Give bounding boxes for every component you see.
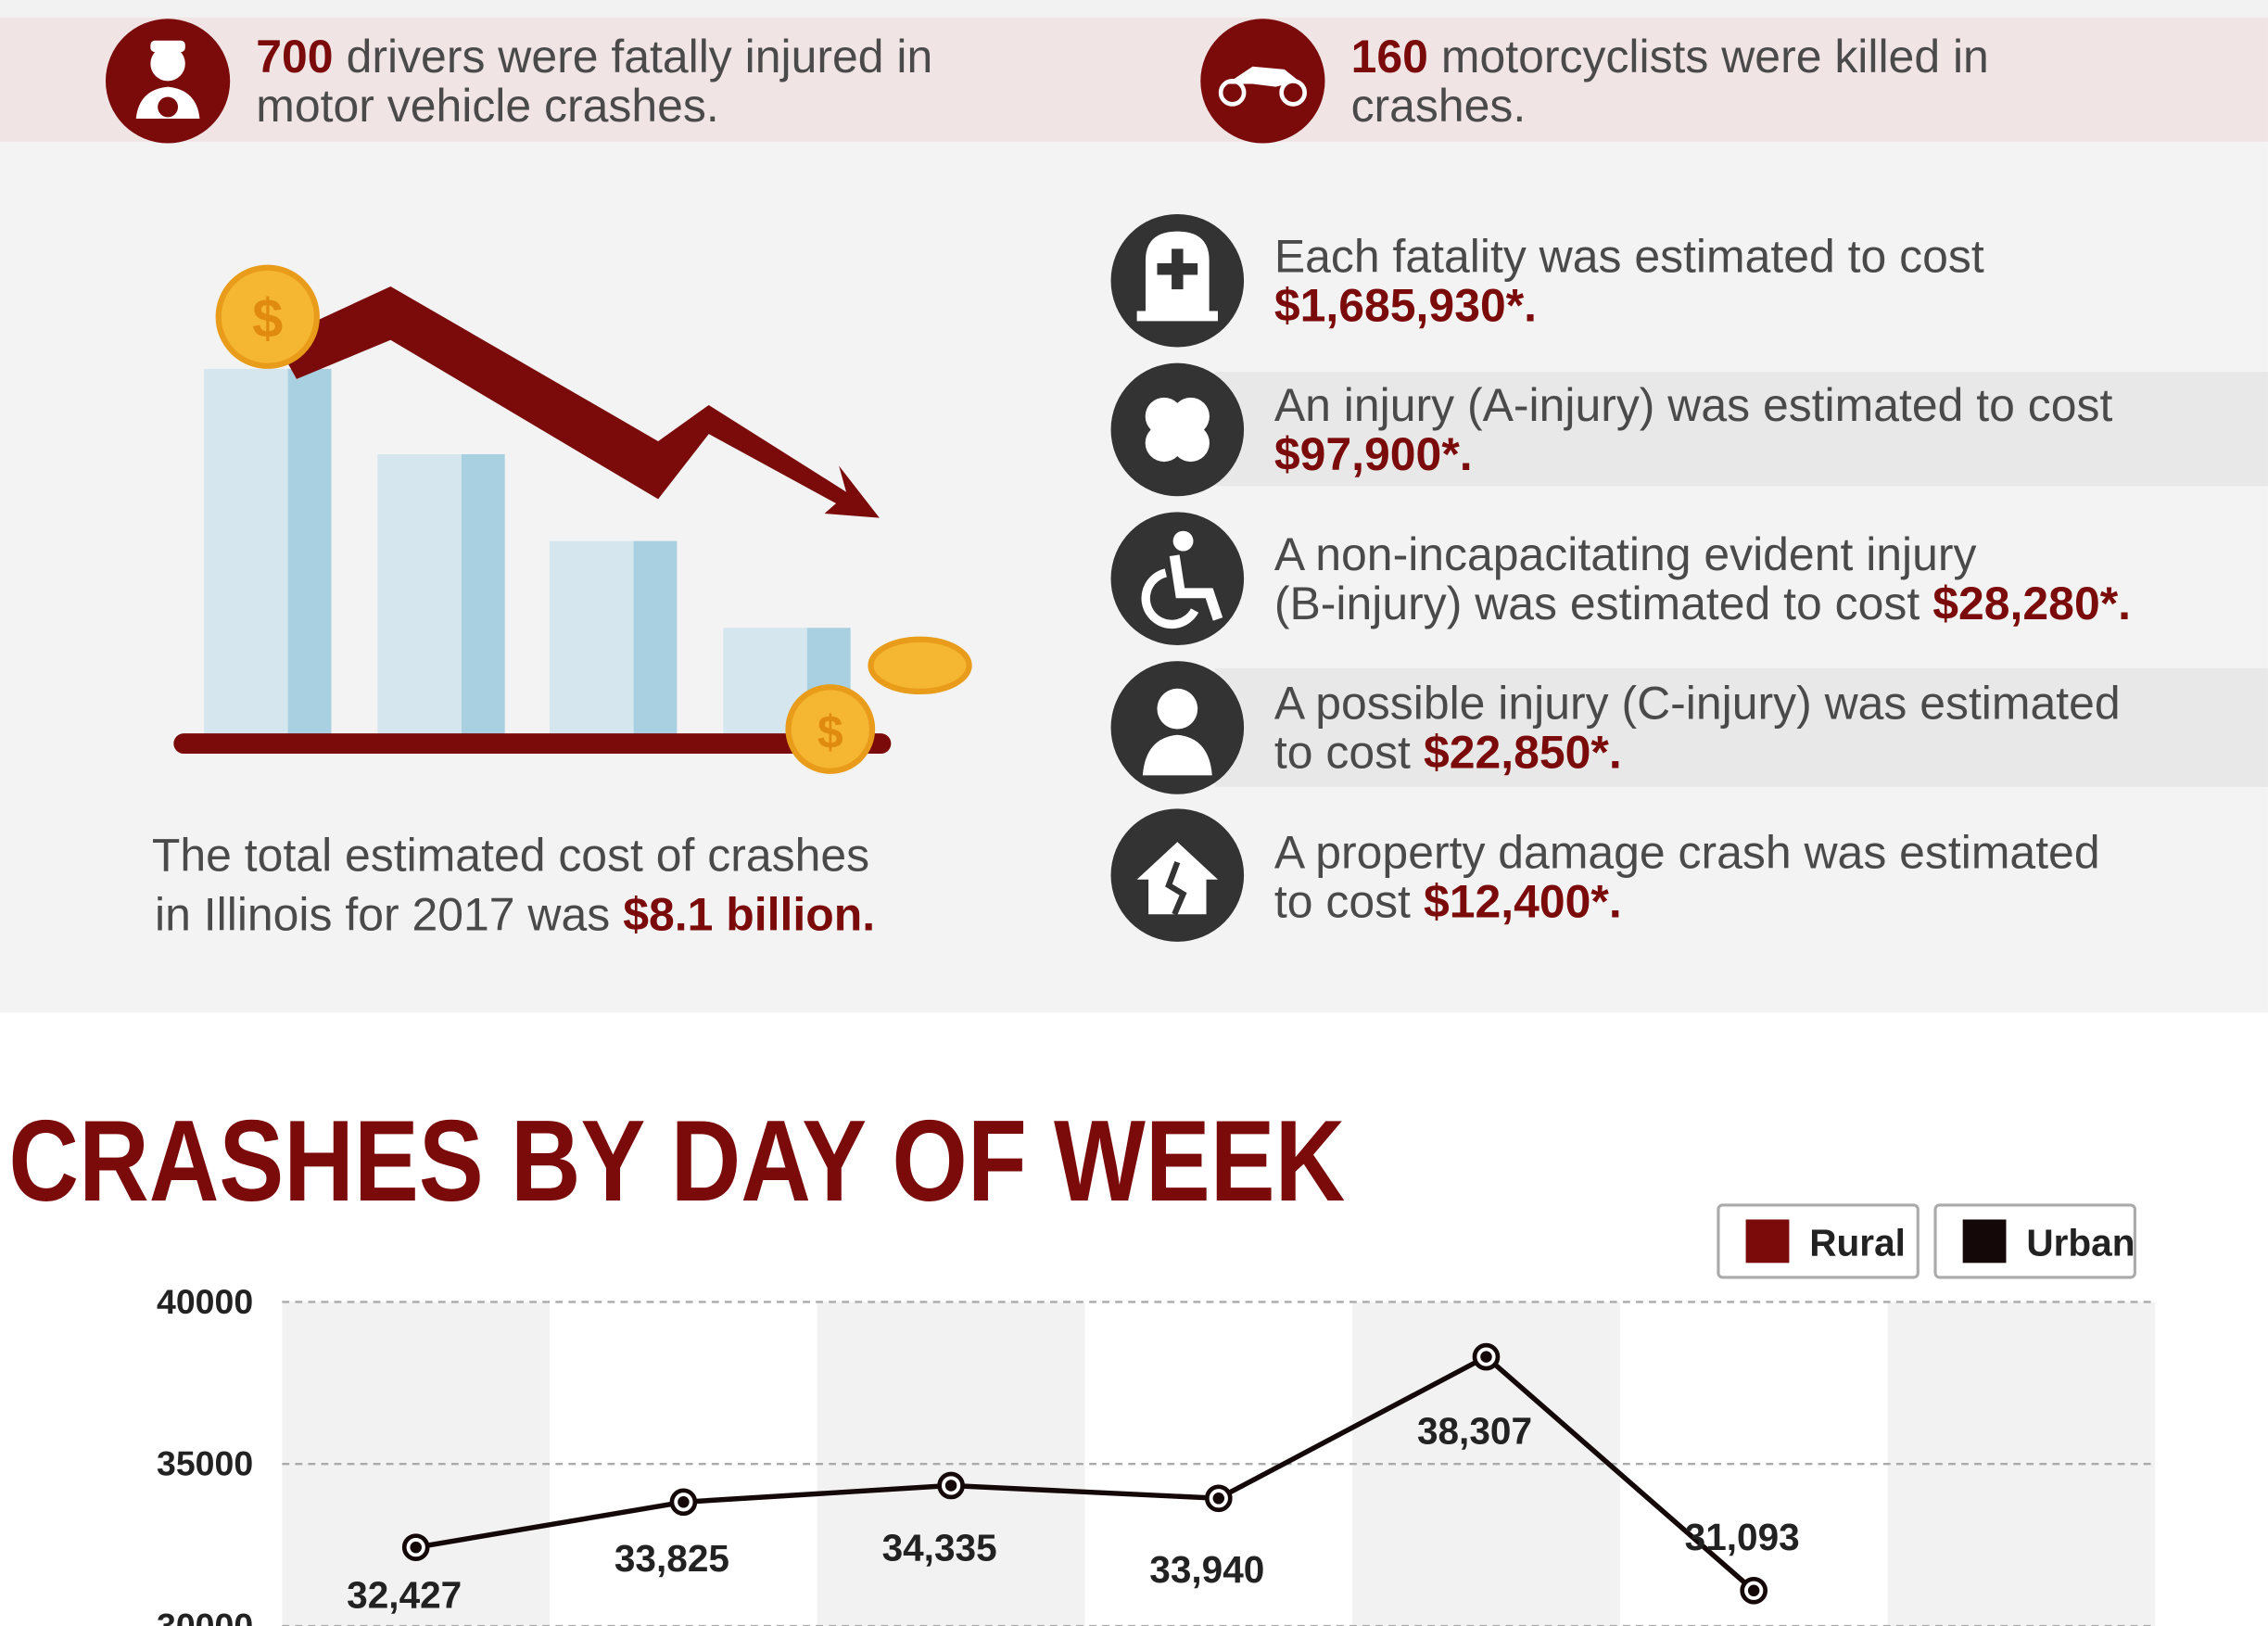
legend-label: Rural (1809, 1222, 1906, 1264)
legend-label: Urban (2026, 1222, 2135, 1264)
data-label: 34,335 (882, 1527, 997, 1569)
total-line: in Illinois for 2017 was (155, 888, 610, 940)
data-point-core (944, 1480, 957, 1492)
data-label: 38,307 (1417, 1409, 1532, 1452)
driver-icon (105, 19, 231, 144)
y-tick-label: 40000 (157, 1282, 253, 1321)
stat-line: motor vehicle crashes. (256, 80, 718, 132)
cost-amount: $1,685,930*. (1274, 279, 1537, 331)
svg-text:$: $ (252, 287, 283, 349)
data-label: 31,093 (1685, 1516, 1800, 1558)
stat-text: 160 motorcyclists were killed in crashes. (1351, 31, 1989, 132)
y-tick-label: 35000 (157, 1444, 253, 1483)
data-point-core (1212, 1493, 1225, 1505)
data-point-core (678, 1496, 690, 1508)
stat-number: 160 (1351, 31, 1428, 83)
cost-line: An injury (A-injury) was estimated to co… (1274, 379, 2113, 431)
cost-text: Each fatality was estimated to cost $1,68… (1274, 230, 1984, 331)
total-line: The total estimated cost of crashes (152, 829, 869, 881)
cost-line: to cost (1274, 875, 1411, 927)
cost-text: A non-incapacitating evident injury (B-in… (1274, 528, 2131, 629)
cost-list: Each fatality was estimated to cost $1,68… (1274, 230, 2131, 927)
data-label: 32,427 (347, 1574, 462, 1617)
cost-amount: $97,900*. (1274, 428, 1473, 480)
stat-line: motorcyclists were killed in (1441, 31, 1989, 83)
total-amount: $8.1 billion. (623, 888, 875, 940)
stat-number: 700 (256, 31, 333, 83)
cost-line: Each fatality was estimated to cost (1274, 230, 1984, 282)
cost-icons (1110, 213, 1245, 942)
cost-text: A possible injury (C-injury) was estimat… (1274, 678, 2121, 779)
cost-line: A non-incapacitating evident injury (1274, 528, 1977, 580)
legend-swatch (1962, 1219, 2007, 1264)
cost-amount: $12,400*. (1424, 875, 1622, 927)
total-text: The total estimated cost of crashes in Il… (152, 829, 875, 940)
data-point-core (410, 1541, 422, 1554)
series-line (415, 1353, 1755, 1593)
cost-illustration: $ $ (173, 264, 972, 774)
cost-text: An injury (A-injury) was estimated to co… (1274, 379, 2113, 480)
top-band (0, 0, 2268, 18)
stats-band (0, 17, 2268, 142)
stat-line: drivers were fatally injured in (347, 31, 933, 83)
svg-text:$: $ (817, 706, 843, 758)
cost-line: to cost (1274, 727, 1411, 779)
row-shade (1214, 667, 2268, 787)
y-tick-label: 30000 (157, 1606, 253, 1626)
row-shade (1214, 372, 2268, 487)
data-point-core (1747, 1584, 1760, 1597)
cost-line: A possible injury (C-injury) was estimat… (1274, 678, 2121, 730)
cost-amount: $28,280*. (1932, 578, 2131, 629)
motorcycle-icon (1200, 19, 1325, 144)
chart: 30000 35000 40000 32,427 33,825 34,335 33,940 3… (157, 1203, 2156, 1626)
stat-line: crashes. (1351, 80, 1527, 132)
cost-text: A property damage crash was estimated to … (1274, 826, 2100, 927)
legend-swatch (1745, 1219, 1790, 1264)
stat-text: 700 drivers were fatally injured in motor … (256, 31, 932, 132)
cost-line: A property damage crash was estimated (1274, 826, 2100, 878)
cost-line: (B-injury) was estimated to cost (1274, 578, 1920, 629)
data-label: 33,940 (1149, 1548, 1264, 1591)
chart-title: CRASHES BY DAY OF WEEK (8, 1097, 1345, 1226)
cost-amount: $22,850*. (1424, 727, 1622, 779)
data-label: 33,825 (615, 1537, 729, 1580)
data-point-core (1480, 1351, 1492, 1363)
